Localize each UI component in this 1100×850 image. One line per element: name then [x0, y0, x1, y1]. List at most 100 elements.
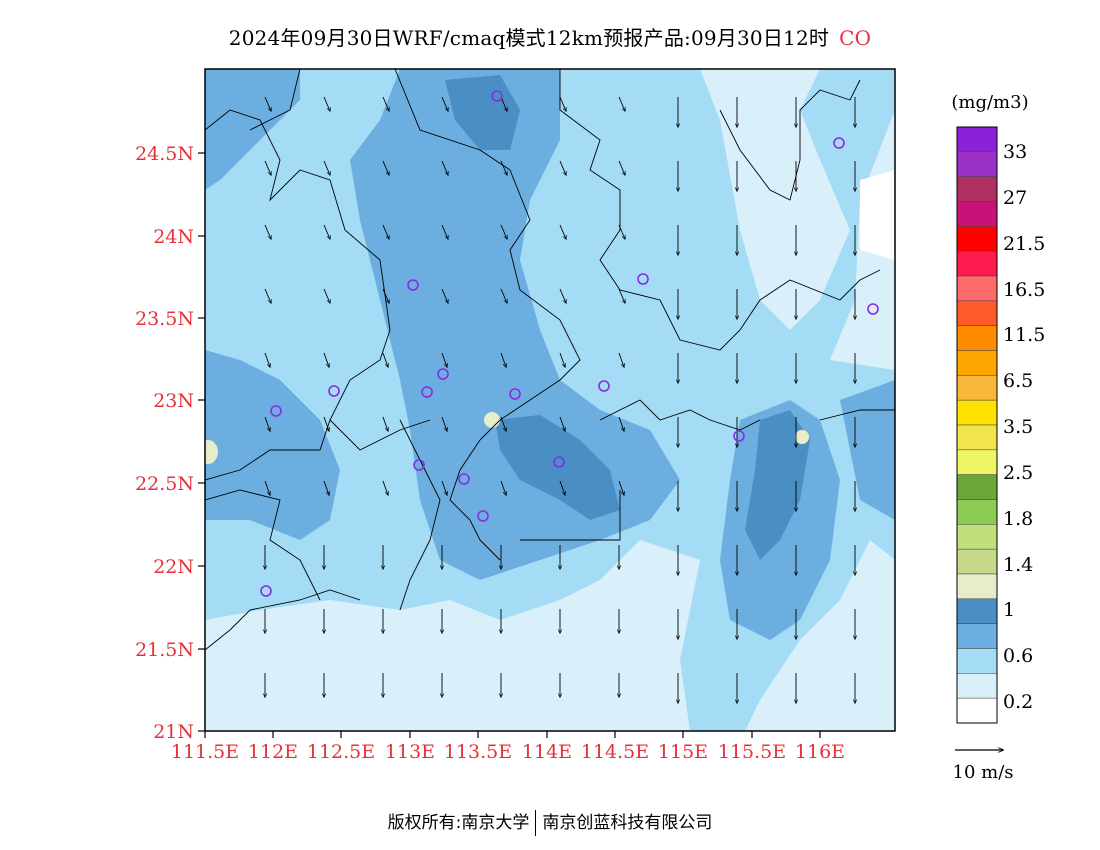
legend-swatch — [956, 226, 998, 252]
wind-vector — [500, 352, 506, 367]
wind-vector — [441, 96, 448, 111]
wind-vector — [323, 416, 329, 431]
footer-left: 版权所有:南京大学 — [387, 813, 530, 833]
wind-vector — [441, 160, 448, 175]
lon-tick-label: 115E — [658, 741, 708, 763]
wind-vector — [500, 480, 506, 495]
legend-swatch — [956, 474, 998, 500]
wind-vector — [500, 96, 507, 111]
legend-swatch — [956, 548, 998, 575]
lat-tick-label: 24N — [153, 226, 194, 248]
wind-vector — [559, 480, 565, 495]
wind-vector — [323, 224, 330, 239]
station-marker — [407, 279, 419, 291]
lon-tick-label: 113E — [385, 741, 435, 763]
legend-swatch — [956, 399, 998, 426]
legend-swatch — [956, 449, 998, 475]
legend-unit: (mg/m3) — [951, 92, 1028, 113]
wind-vector — [323, 288, 330, 303]
title-text: 2024年09月30日WRF/cmaq模式12km预报产品:09月30日12时 — [228, 26, 830, 50]
band-high-east — [745, 410, 810, 560]
legend-swatch — [956, 325, 998, 351]
wind-vector — [618, 416, 624, 431]
wind-vector — [264, 224, 271, 239]
legend-label: 16.5 — [1003, 279, 1045, 301]
lon-tick-label: 114.5E — [581, 741, 649, 763]
wind-vector — [559, 224, 566, 239]
station-marker — [598, 380, 610, 392]
wind-vector — [559, 160, 566, 175]
legend-swatch — [956, 275, 998, 302]
legend-swatch — [956, 201, 998, 227]
legend-swatch — [956, 300, 998, 326]
concentration-field — [205, 69, 895, 731]
wind-vector — [441, 352, 447, 367]
legend-frame — [956, 126, 998, 724]
station-marker — [458, 473, 470, 485]
legend-swatch — [956, 499, 998, 525]
legend-swatch — [956, 673, 998, 699]
legend-label: 3.5 — [1003, 416, 1033, 438]
lon-tick-label: 116E — [795, 741, 845, 763]
legend-swatch — [956, 375, 998, 401]
station-marker — [328, 385, 340, 397]
legend-swatch — [956, 151, 998, 177]
station-marker — [867, 303, 879, 315]
band-mid-far-east — [840, 380, 895, 520]
legend-swatch — [956, 598, 998, 624]
legend-label: 6.5 — [1003, 370, 1033, 392]
station-marker — [553, 456, 565, 468]
lat-tick-label: 22.5N — [135, 473, 194, 495]
wind-vector — [618, 224, 625, 239]
wind-vector — [264, 352, 270, 367]
admin-boundaries — [205, 69, 895, 651]
station-marker — [413, 459, 425, 471]
footer-right: 南京创蓝科技有限公司 — [542, 813, 713, 833]
band-0.6-inland — [580, 90, 720, 330]
legend-colorbar — [956, 126, 998, 724]
lon-tick-label: 111.5E — [171, 741, 239, 763]
station-marker — [260, 585, 272, 597]
patch-prd — [484, 412, 500, 428]
wind-vector — [500, 160, 507, 175]
station-marker — [270, 405, 282, 417]
wind-vector — [382, 288, 389, 303]
wind-vector — [323, 96, 330, 111]
station-marker — [833, 137, 845, 149]
wind-vector — [264, 480, 270, 495]
lat-tick-labels: 24.5N 24N 23.5N 23N 22.5N 22N 21.5N 21N — [135, 143, 194, 743]
station-marker — [437, 368, 449, 380]
band-mid-prd — [350, 69, 680, 580]
legend-swatch — [956, 176, 998, 202]
wind-vectors — [264, 96, 855, 703]
wind-vector — [382, 160, 389, 175]
lat-tick-label: 22N — [153, 556, 194, 578]
wind-vector — [559, 96, 566, 111]
band-mid-west — [205, 350, 340, 540]
lat-tick-label: 21.5N — [135, 639, 194, 661]
station-marker — [491, 90, 503, 102]
wind-vector — [618, 288, 625, 303]
lon-tick-labels: 111.5E 112E 112.5E 113E 113.5E 114E 114.… — [171, 741, 845, 763]
wind-vector — [441, 416, 447, 431]
legend-swatch — [956, 350, 998, 376]
wind-vector — [382, 416, 388, 431]
wind-vector — [500, 224, 507, 239]
wind-vector — [559, 288, 566, 303]
chart-title: 2024年09月30日WRF/cmaq模式12km预报产品:09月30日12时 C… — [0, 22, 1100, 51]
legend-label: 27 — [1003, 187, 1027, 209]
wind-vector — [382, 96, 389, 111]
wind-vector — [618, 352, 624, 367]
wind-vector — [618, 480, 624, 495]
wind-vector — [264, 96, 271, 111]
band-0.2-inland — [720, 110, 850, 330]
legend-swatch — [956, 524, 998, 550]
wind-vector — [264, 160, 271, 175]
wind-vector — [323, 352, 329, 367]
lat-tick-label: 23N — [153, 390, 194, 412]
wind-vector — [382, 224, 389, 239]
copyright-footer: 版权所有:南京大学 南京创蓝科技有限公司 — [0, 808, 1100, 836]
wind-vector — [264, 416, 270, 431]
wind-vector — [382, 480, 388, 495]
lon-tick-label: 113.5E — [444, 741, 512, 763]
